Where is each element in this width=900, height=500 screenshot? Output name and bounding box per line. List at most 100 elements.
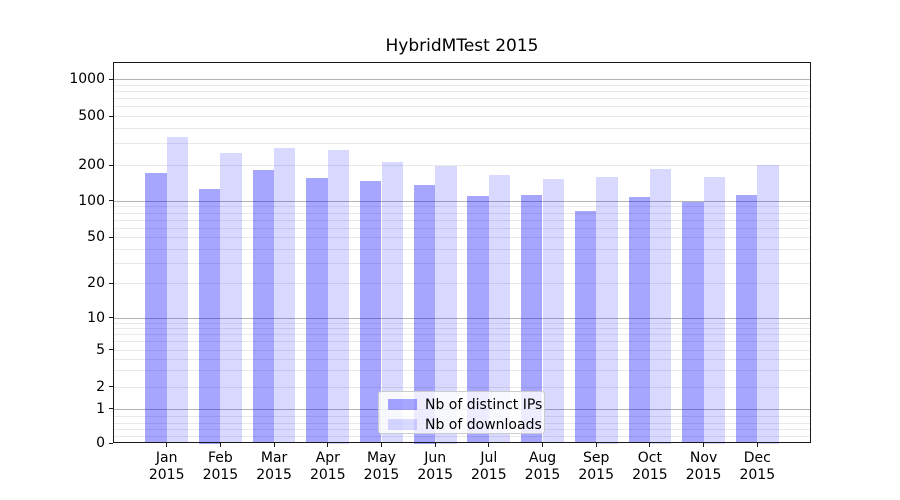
x-tick-label: Oct 2015: [618, 450, 682, 483]
bar-downloads: [220, 153, 242, 444]
x-tick-label-line: May: [367, 450, 396, 466]
bar-distinct-ips: [360, 181, 382, 444]
x-tick-label-line: Feb: [207, 450, 233, 466]
x-tick-mark: [541, 443, 544, 447]
gridline-minor: [113, 436, 811, 438]
legend-item-distinct-ips: Nb of distinct IPs: [379, 396, 544, 413]
y-tick-label: 1000: [69, 71, 105, 88]
gridline-minor: [113, 84, 811, 86]
gridline-minor: [113, 322, 811, 324]
x-tick-label: Apr 2015: [296, 450, 360, 483]
y-tick-mark: [109, 408, 113, 410]
gridline-minor: [113, 349, 811, 351]
gridline-minor: [113, 206, 811, 208]
bar-downloads: [435, 165, 457, 444]
y-tick-label: 50: [87, 229, 105, 246]
y-tick-mark: [109, 200, 113, 202]
bar-downloads: [381, 161, 403, 444]
y-tick-mark: [109, 236, 113, 238]
x-tick-mark: [166, 443, 168, 447]
y-tick-label: 0: [96, 435, 105, 451]
x-tick-mark: [380, 443, 383, 447]
bar-distinct-ips: [306, 178, 328, 444]
gridline-minor: [113, 237, 811, 239]
bar-downloads: [703, 176, 725, 444]
x-tick-label: May 2015: [350, 450, 414, 483]
x-tick-label: Jan 2015: [135, 450, 199, 483]
legend-label-distinct-ips: Nb of distinct IPs: [425, 396, 543, 413]
gridline-major: [113, 79, 811, 81]
gridline-minor: [113, 127, 811, 129]
gridline-minor: [113, 328, 811, 330]
gridline-minor: [113, 212, 811, 214]
bar-distinct-ips: [628, 197, 650, 444]
bar-distinct-ips: [682, 202, 704, 444]
gridline-minor: [113, 248, 811, 250]
gridline-minor: [113, 341, 811, 343]
x-tick-mark: [434, 443, 436, 447]
x-tick-label-line: 2015: [578, 466, 614, 483]
bar-distinct-ips: [252, 170, 275, 444]
x-tick-label-line: Aug: [528, 450, 557, 466]
x-tick-label: Mar 2015: [242, 450, 306, 483]
legend-swatch-downloads: [388, 419, 417, 430]
gridline-minor: [113, 165, 811, 166]
x-tick-label: Aug 2015: [511, 450, 575, 483]
x-tick-label: Feb 2015: [188, 450, 252, 483]
x-tick-label-line: Sep: [582, 450, 610, 466]
x-tick-mark: [595, 443, 597, 447]
gridline-minor: [113, 262, 811, 264]
y-tick-mark: [109, 282, 113, 284]
legend-swatch-distinct-ips: [388, 399, 417, 410]
y-tick-mark: [109, 442, 113, 444]
legend-item-downloads: Nb of downloads: [379, 416, 544, 433]
bar-distinct-ips: [521, 194, 543, 444]
gridline-minor: [113, 370, 811, 372]
x-tick-label-line: Jul: [480, 450, 498, 466]
bar-distinct-ips: [199, 188, 221, 444]
x-tick-label-line: 2015: [309, 466, 346, 483]
gridline-minor: [113, 91, 811, 92]
bar-downloads: [649, 169, 672, 444]
gridline-minor: [113, 98, 811, 100]
bar-distinct-ips: [413, 184, 436, 444]
gridline-minor: [113, 219, 811, 221]
gridline-major: [113, 200, 811, 202]
x-tick-mark: [327, 443, 329, 447]
y-tick-mark: [109, 164, 113, 166]
bar-distinct-ips: [145, 172, 167, 444]
x-tick-label-line: Nov: [689, 450, 718, 466]
y-tick-mark: [109, 349, 113, 351]
x-tick-label: Jun 2015: [403, 450, 467, 483]
x-tick-label-line: 2015: [148, 466, 185, 483]
y-tick-label: 1: [96, 400, 105, 417]
x-tick-label-line: 2015: [470, 466, 507, 483]
y-tick-label: 500: [78, 108, 105, 124]
bar-downloads: [274, 147, 296, 444]
x-tick-mark: [649, 443, 651, 447]
x-tick-label-line: Dec: [743, 450, 771, 466]
y-tick-label: 2: [96, 378, 105, 395]
gridline-minor: [113, 386, 811, 388]
x-tick-mark: [703, 443, 705, 447]
x-tick-mark: [219, 443, 221, 447]
bar-downloads: [542, 178, 564, 444]
legend: Nb of distinct IPs Nb of downloads: [378, 391, 545, 434]
gridline-minor: [113, 358, 811, 360]
y-tick-label: 200: [78, 157, 105, 173]
x-tick-mark: [756, 443, 758, 447]
x-tick-label-line: 2015: [685, 466, 722, 483]
x-tick-label-line: 2015: [632, 466, 668, 483]
legend-label-downloads: Nb of downloads: [425, 416, 542, 433]
y-tick-mark: [109, 386, 113, 388]
bar-downloads: [327, 149, 350, 444]
bar-distinct-ips: [735, 194, 758, 444]
gridline-minor: [113, 283, 811, 285]
gridline-minor: [113, 227, 811, 229]
y-tick-mark: [109, 317, 113, 319]
x-tick-label-line: Oct: [637, 450, 662, 466]
chart-title: HybridMTest 2015: [385, 36, 539, 56]
gridline-minor: [113, 334, 811, 336]
y-tick-label: 20: [87, 275, 105, 292]
